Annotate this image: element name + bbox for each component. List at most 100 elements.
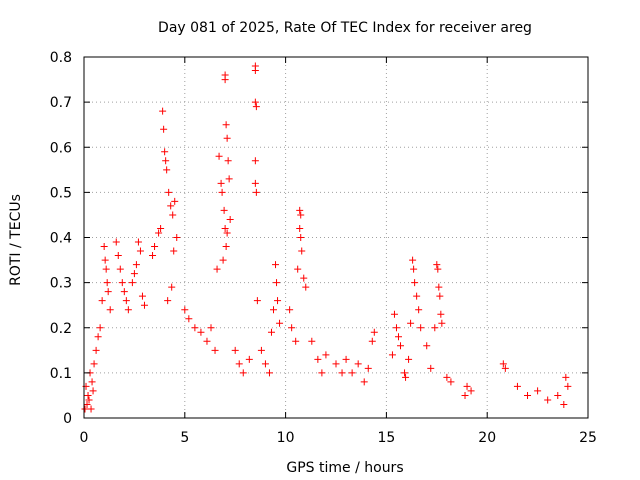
data-point (225, 175, 233, 183)
data-point (171, 197, 179, 205)
data-point (410, 265, 418, 273)
data-point (134, 238, 142, 246)
data-point (223, 229, 231, 237)
data-point (318, 369, 326, 377)
data-point (544, 396, 552, 404)
data-point (130, 270, 138, 278)
data-point (338, 369, 346, 377)
data-point (434, 265, 442, 273)
data-point (415, 306, 423, 314)
data-point (120, 288, 128, 296)
data-point (164, 297, 172, 305)
data-point (220, 206, 228, 214)
data-point (427, 364, 435, 372)
data-point (155, 229, 163, 237)
data-point (103, 279, 111, 287)
data-point (463, 382, 471, 390)
x-tick-label: 5 (180, 430, 189, 446)
data-point (411, 279, 419, 287)
data-point (534, 387, 542, 395)
data-point (435, 283, 443, 291)
data-point (286, 306, 294, 314)
data-point (436, 292, 444, 300)
data-point (168, 283, 176, 291)
y-tick-label: 0.5 (50, 185, 72, 201)
data-point (297, 211, 305, 219)
data-point (215, 152, 223, 160)
data-point (397, 342, 405, 350)
data-point (513, 382, 521, 390)
y-tick-label: 0.6 (50, 140, 72, 156)
data-point (101, 256, 109, 264)
data-point (112, 238, 120, 246)
data-point (163, 166, 171, 174)
data-point (83, 400, 91, 408)
data-point (96, 324, 104, 332)
data-point (223, 134, 231, 142)
data-point (314, 355, 322, 363)
data-point (447, 378, 455, 386)
data-point (81, 405, 89, 413)
data-point (274, 297, 282, 305)
grid-lines (84, 57, 588, 418)
data-point (88, 378, 96, 386)
data-point (423, 342, 431, 350)
data-point (401, 369, 409, 377)
data-point (467, 387, 475, 395)
data-point (124, 306, 132, 314)
data-point (169, 211, 177, 219)
data-point (392, 324, 400, 332)
data-point (104, 288, 112, 296)
data-point (417, 324, 425, 332)
data-point (140, 301, 148, 309)
data-point (170, 247, 178, 255)
data-point (197, 328, 205, 336)
data-point (221, 224, 229, 232)
data-point (122, 297, 130, 305)
data-point (252, 188, 260, 196)
data-point (191, 324, 199, 332)
data-point (524, 391, 532, 399)
data-point (267, 328, 275, 336)
data-point (296, 224, 304, 232)
data-point (348, 369, 356, 377)
data-point (221, 76, 229, 84)
data-point (219, 256, 227, 264)
data-point (273, 279, 281, 287)
data-point (251, 98, 259, 106)
data-point (211, 346, 219, 354)
data-point (231, 346, 239, 354)
data-point (160, 125, 168, 133)
data-point (405, 355, 413, 363)
data-point (407, 319, 415, 327)
data-point (181, 306, 189, 314)
x-tick-label: 10 (277, 430, 295, 446)
data-point (218, 188, 226, 196)
data-point (501, 364, 509, 372)
data-point (288, 324, 296, 332)
y-tick-label: 0 (63, 411, 72, 427)
data-point (138, 292, 146, 300)
data-point (239, 369, 247, 377)
data-point (224, 157, 232, 165)
data-point (409, 256, 417, 264)
data-point (159, 107, 167, 115)
data-point (438, 319, 446, 327)
data-point (302, 283, 310, 291)
data-point (257, 346, 265, 354)
data-point (300, 274, 308, 282)
data-point (364, 364, 372, 372)
y-tick-label: 0.7 (50, 95, 72, 111)
data-point (251, 157, 259, 165)
data-point (94, 333, 102, 341)
data-point (162, 157, 170, 165)
data-point (308, 337, 316, 345)
data-point (203, 337, 211, 345)
axis-ticks (83, 56, 589, 419)
data-point (128, 279, 136, 287)
y-tick-labels: 0 0.1 0.2 0.3 0.4 0.5 0.6 0.7 0.8 (50, 50, 72, 427)
data-point (322, 351, 330, 359)
data-point (106, 306, 114, 314)
data-point (100, 243, 108, 251)
